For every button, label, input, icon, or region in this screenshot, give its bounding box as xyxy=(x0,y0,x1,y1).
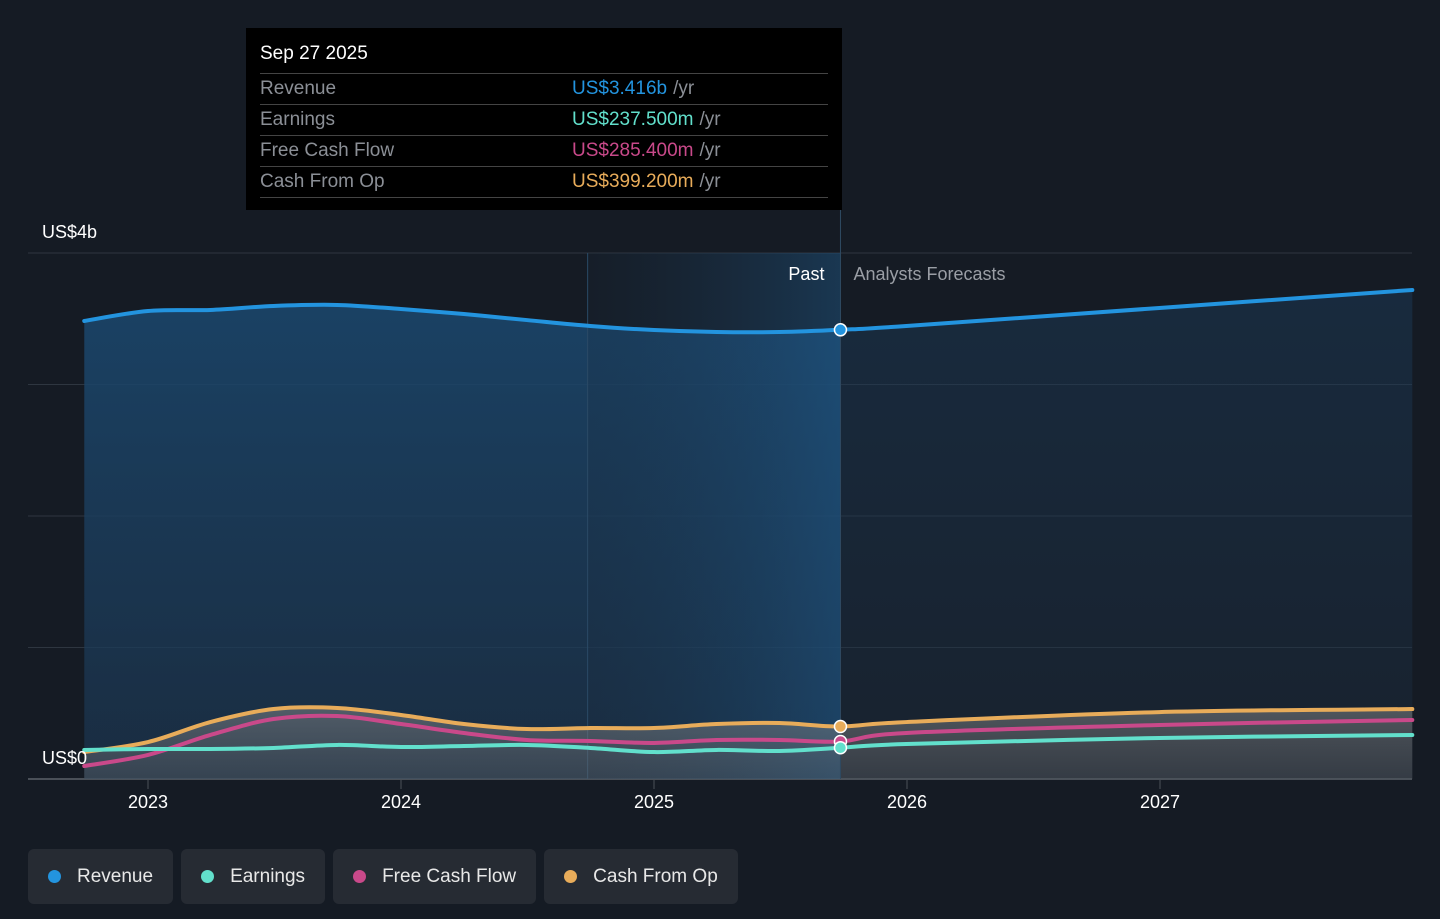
tooltip-row: Revenue US$3.416b/yr xyxy=(260,74,828,105)
legend-dot-icon xyxy=(353,870,367,883)
x-tick-label: 2024 xyxy=(381,792,421,812)
legend-dot-icon xyxy=(201,870,215,883)
tooltip: Sep 27 2025 Revenue US$3.416b/yr Earnings U… xyxy=(246,28,842,210)
tooltip-unit: /yr xyxy=(699,140,721,161)
legend-label: Cash From Op xyxy=(593,865,718,887)
earnings-marker xyxy=(833,741,848,755)
tooltip-label: Revenue xyxy=(260,78,337,99)
legend: Revenue Earnings Free Cash Flow Cash From O… xyxy=(28,849,738,904)
past-label: Past xyxy=(788,264,824,284)
legend-label: Free Cash Flow xyxy=(382,865,517,887)
cash-from-op-line xyxy=(82,705,1415,755)
tooltip-value: US$237.500m xyxy=(572,109,694,130)
legend-item-free-cash-flow[interactable]: Free Cash Flow xyxy=(333,849,537,904)
tooltip-unit: /yr xyxy=(699,171,721,192)
tooltip-value: US$285.400m xyxy=(572,140,694,161)
tooltip-value: US$3.416b xyxy=(572,78,668,99)
revenue-marker xyxy=(833,323,848,337)
tooltip-value: US$399.200m xyxy=(572,171,694,192)
tooltip-row: Free Cash Flow US$285.400m/yr xyxy=(260,136,828,167)
tooltip-row: Earnings US$237.500m/yr xyxy=(260,105,828,136)
earnings-line xyxy=(82,732,1415,755)
legend-item-revenue[interactable]: Revenue xyxy=(28,849,174,904)
tooltip-label: Earnings xyxy=(260,109,335,130)
legend-dot-icon xyxy=(564,870,578,883)
y-tick-label: US$4b xyxy=(42,222,97,242)
x-tick-label: 2027 xyxy=(1140,792,1180,812)
revenue-line xyxy=(82,287,1415,335)
tooltip-unit: /yr xyxy=(699,109,721,130)
last-year-band xyxy=(587,253,841,779)
tooltip-label: Free Cash Flow xyxy=(260,140,395,161)
tooltip-date: Sep 27 2025 xyxy=(260,42,828,74)
legend-dot-icon xyxy=(48,870,61,883)
x-tick-label: 2026 xyxy=(887,792,927,812)
free-cash-flow-line xyxy=(82,713,1415,768)
tooltip-label: Cash From Op xyxy=(260,171,385,192)
legend-label: Revenue xyxy=(77,865,154,887)
x-tick-label: 2023 xyxy=(128,792,168,812)
legend-label: Earnings xyxy=(230,865,306,887)
x-tick-label: 2025 xyxy=(634,792,674,812)
tooltip-unit: /yr xyxy=(673,78,695,99)
forecast-label: Analysts Forecasts xyxy=(853,264,1005,284)
legend-item-earnings[interactable]: Earnings xyxy=(181,849,326,904)
cash-from-op-marker xyxy=(833,719,848,734)
y-tick-label: US$0 xyxy=(42,748,87,768)
tooltip-row: Cash From Op US$399.200m/yr xyxy=(260,167,828,198)
legend-item-cash-from-op[interactable]: Cash From Op xyxy=(544,849,738,904)
